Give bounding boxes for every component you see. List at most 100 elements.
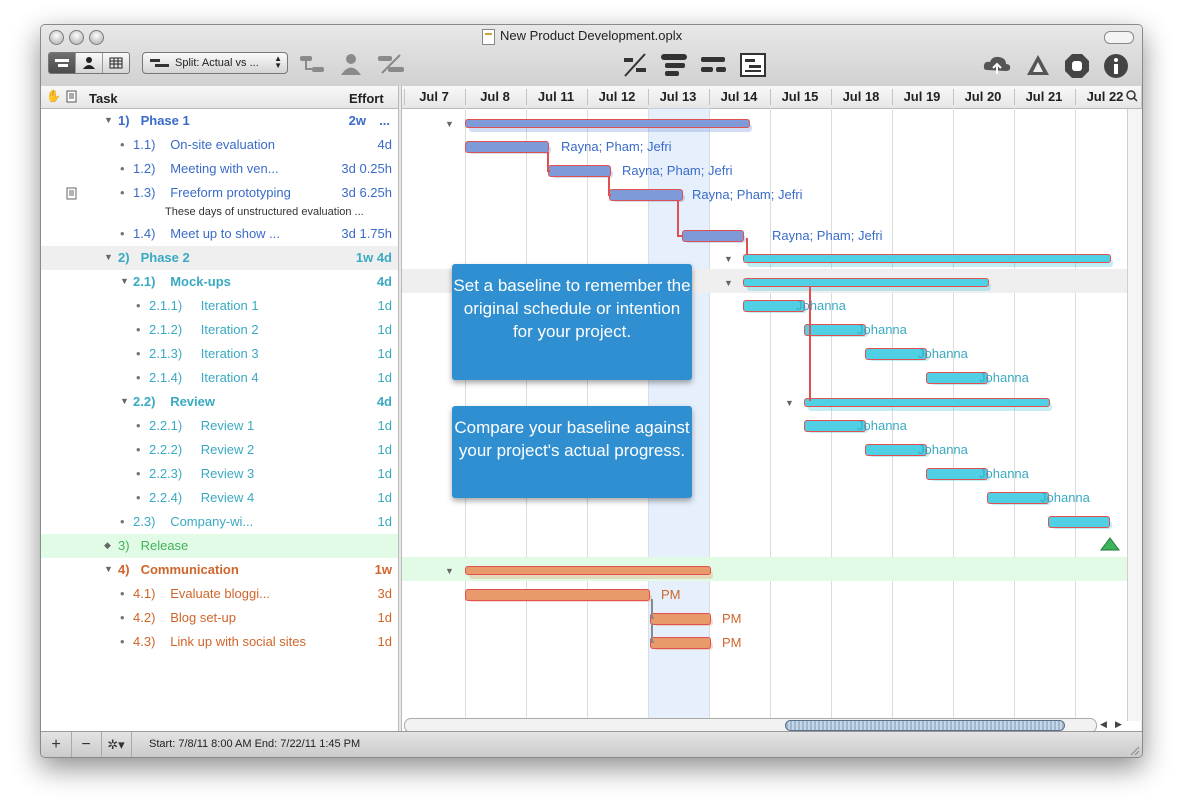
- task-name[interactable]: Company-wi...: [170, 514, 254, 529]
- task-name[interactable]: Iteration 1: [200, 298, 259, 313]
- publish-button[interactable]: [981, 52, 1013, 78]
- task-name[interactable]: Evaluate bloggi...: [170, 586, 270, 601]
- assign-resource-button[interactable]: [336, 52, 366, 76]
- outline-row[interactable]: • 2.1.4) Iteration 4 1d: [41, 366, 398, 390]
- task-bar[interactable]: [926, 372, 988, 384]
- critical-path-button[interactable]: [1024, 52, 1052, 78]
- summary-bar[interactable]: [465, 566, 711, 575]
- outline-row[interactable]: • 2.2.4) Review 4 1d: [41, 486, 398, 510]
- minimize-window-button[interactable]: [69, 30, 84, 45]
- effort-value[interactable]: 3d 0.25h: [341, 161, 392, 176]
- effort-value[interactable]: 1d: [377, 610, 392, 625]
- task-name[interactable]: Phase 1: [140, 113, 190, 128]
- group-disclosure-icon[interactable]: ▼: [724, 278, 733, 288]
- task-name[interactable]: Review 2: [200, 442, 255, 457]
- task-bar[interactable]: [987, 492, 1049, 504]
- disclosure-triangle-icon[interactable]: ▼: [104, 252, 113, 262]
- view-mode-segmented-control[interactable]: [48, 52, 130, 74]
- effort-value[interactable]: 3d 1.75h: [341, 226, 392, 241]
- outline-row[interactable]: • 1.4) Meet up to show ... 3d 1.75h: [41, 222, 398, 246]
- effort-column-header[interactable]: Effort: [349, 91, 384, 106]
- horizontal-scroll-thumb[interactable]: [785, 720, 1065, 731]
- task-name[interactable]: Review 4: [200, 490, 255, 505]
- calendar-view-icon[interactable]: [103, 53, 129, 73]
- effort-value[interactable]: 3d 6.25h: [341, 185, 392, 200]
- disclosure-triangle-icon[interactable]: ▼: [120, 396, 129, 406]
- task-name[interactable]: Review 3: [200, 466, 255, 481]
- split-task-button[interactable]: [621, 52, 649, 78]
- task-name[interactable]: Release: [140, 538, 189, 553]
- task-column-header[interactable]: Task: [89, 91, 118, 106]
- release-milestone-icon[interactable]: [1099, 536, 1121, 552]
- disclosure-triangle-icon[interactable]: ▼: [104, 564, 113, 574]
- violations-button[interactable]: [1062, 52, 1092, 80]
- effort-value[interactable]: 1d: [377, 322, 392, 337]
- task-bar[interactable]: [650, 613, 711, 625]
- close-window-button[interactable]: [49, 30, 64, 45]
- task-name[interactable]: Meet up to show ...: [170, 226, 281, 241]
- group-disclosure-icon[interactable]: ▼: [445, 119, 454, 129]
- effort-value[interactable]: 4d: [376, 394, 392, 409]
- connect-tasks-button[interactable]: [297, 52, 327, 76]
- outline-row[interactable]: • 2.1.1) Iteration 1 1d: [41, 294, 398, 318]
- outline-row[interactable]: • 1.3) Freeform prototyping 3d 6.25h These d…: [41, 181, 398, 218]
- task-name[interactable]: Iteration 4: [200, 370, 259, 385]
- toolbar-toggle-button[interactable]: [1104, 31, 1134, 44]
- task-bar[interactable]: [804, 324, 866, 336]
- outline-row[interactable]: • 4.3) Link up with social sites 1d: [41, 630, 398, 654]
- task-bar[interactable]: [682, 230, 744, 242]
- effort-value[interactable]: 4d: [376, 274, 392, 289]
- effort-value[interactable]: 4d: [377, 137, 392, 152]
- group-disclosure-icon[interactable]: ▼: [445, 566, 454, 576]
- outline-row[interactable]: • 4.1) Evaluate bloggi... 3d: [41, 582, 398, 606]
- milestone-button[interactable]: [698, 52, 730, 78]
- effort-value[interactable]: 1d: [377, 466, 392, 481]
- task-name[interactable]: Communication: [140, 562, 239, 577]
- horizontal-scrollbar[interactable]: [404, 718, 1097, 733]
- effort-value[interactable]: 1d: [377, 298, 392, 313]
- resource-view-icon[interactable]: [76, 53, 103, 73]
- inspector-button[interactable]: [1101, 52, 1131, 80]
- group-disclosure-icon[interactable]: ▼: [785, 398, 794, 408]
- outline-row[interactable]: ▼ 1) Phase 1... 2w: [41, 109, 398, 133]
- hand-icon[interactable]: ✋: [46, 89, 61, 103]
- effort-value[interactable]: 2w: [348, 113, 366, 128]
- action-menu-button[interactable]: ✲▾: [101, 732, 132, 757]
- outline-row[interactable]: • 2.3) Company-wi... 1d: [41, 510, 398, 534]
- effort-value[interactable]: 1w 4d: [355, 250, 392, 265]
- split-view-dropdown[interactable]: Split: Actual vs ... ▲ ▼: [142, 52, 288, 74]
- task-bar[interactable]: [1048, 516, 1110, 528]
- effort-value[interactable]: 1d: [377, 442, 392, 457]
- summary-bar[interactable]: [465, 119, 750, 128]
- zoom-window-button[interactable]: [89, 30, 104, 45]
- task-name[interactable]: Phase 2: [140, 250, 190, 265]
- outline-row[interactable]: • 1.2) Meeting with ven... 3d 0.25h: [41, 157, 398, 181]
- task-name[interactable]: Mock-ups: [170, 274, 231, 289]
- effort-value[interactable]: 1w: [374, 562, 392, 577]
- task-bar[interactable]: [548, 165, 611, 177]
- outline-row[interactable]: • 2.2.1) Review 1 1d: [41, 414, 398, 438]
- task-name[interactable]: Freeform prototyping: [170, 185, 291, 200]
- task-bar[interactable]: [926, 468, 988, 480]
- task-bar[interactable]: [465, 141, 549, 153]
- effort-value[interactable]: 1d: [377, 514, 392, 529]
- task-view-icon[interactable]: [49, 53, 76, 73]
- scroll-right-arrow-icon[interactable]: ▶: [1115, 719, 1122, 729]
- baseline-button[interactable]: [738, 52, 768, 78]
- effort-value[interactable]: 3d: [377, 586, 392, 601]
- vertical-scrollbar[interactable]: [1127, 109, 1142, 721]
- summary-bar[interactable]: [743, 278, 989, 287]
- task-name[interactable]: Blog set-up: [170, 610, 236, 625]
- outline-row[interactable]: • 2.2.3) Review 3 1d: [41, 462, 398, 486]
- group-disclosure-icon[interactable]: ▼: [724, 254, 733, 264]
- outline-row[interactable]: • 2.2.2) Review 2 1d: [41, 438, 398, 462]
- add-task-button[interactable]: +: [41, 732, 72, 757]
- task-name[interactable]: Iteration 2: [200, 322, 259, 337]
- outline-row[interactable]: ▼ 2) Phase 2 1w 4d: [41, 246, 398, 270]
- note-icon[interactable]: [66, 187, 77, 200]
- task-name[interactable]: Iteration 3: [200, 346, 259, 361]
- outline-row[interactable]: • 2.1.2) Iteration 2 1d: [41, 318, 398, 342]
- summary-bar[interactable]: [804, 398, 1050, 407]
- outline-row[interactable]: • 1.1) On-site evaluation 4d: [41, 133, 398, 157]
- task-bar[interactable]: [865, 444, 927, 456]
